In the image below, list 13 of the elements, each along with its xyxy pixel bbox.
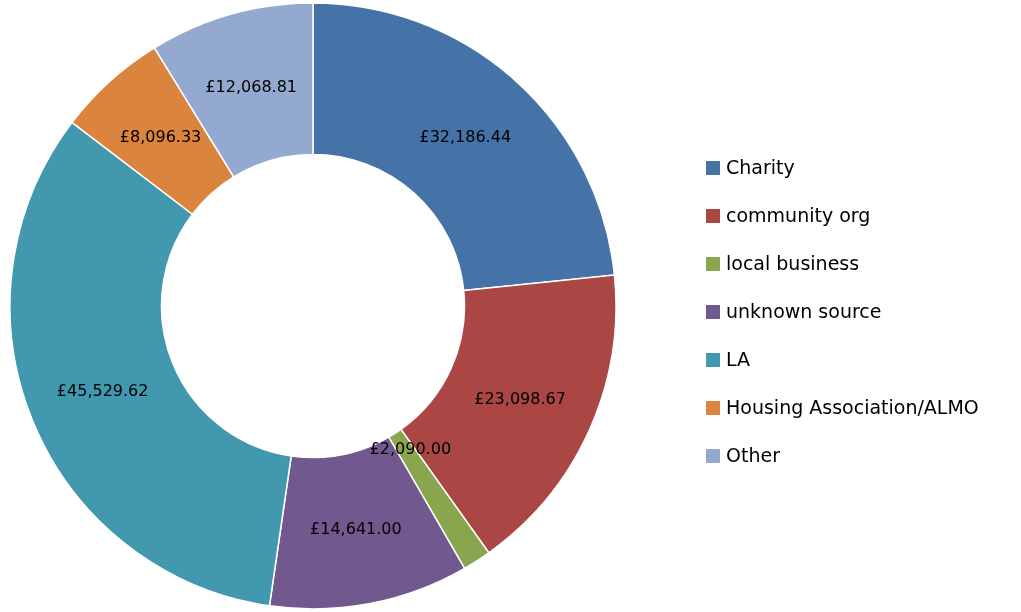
legend-label: community org — [726, 203, 871, 226]
legend-label: Housing Association/ALMO — [726, 395, 979, 418]
data-label: £8,096.33 — [119, 126, 202, 146]
data-label: £45,529.62 — [56, 381, 149, 401]
legend-label: LA — [726, 347, 751, 370]
legend-label: unknown source — [726, 299, 882, 322]
legend-label: Charity — [726, 155, 795, 178]
legend-label: local business — [726, 251, 860, 274]
data-label: £32,186.44 — [419, 126, 512, 146]
legend-label: Other — [726, 443, 781, 466]
data-label: £12,068.81 — [205, 76, 298, 96]
data-label: £14,641.00 — [310, 518, 402, 538]
data-label: £23,098.67 — [474, 389, 566, 409]
